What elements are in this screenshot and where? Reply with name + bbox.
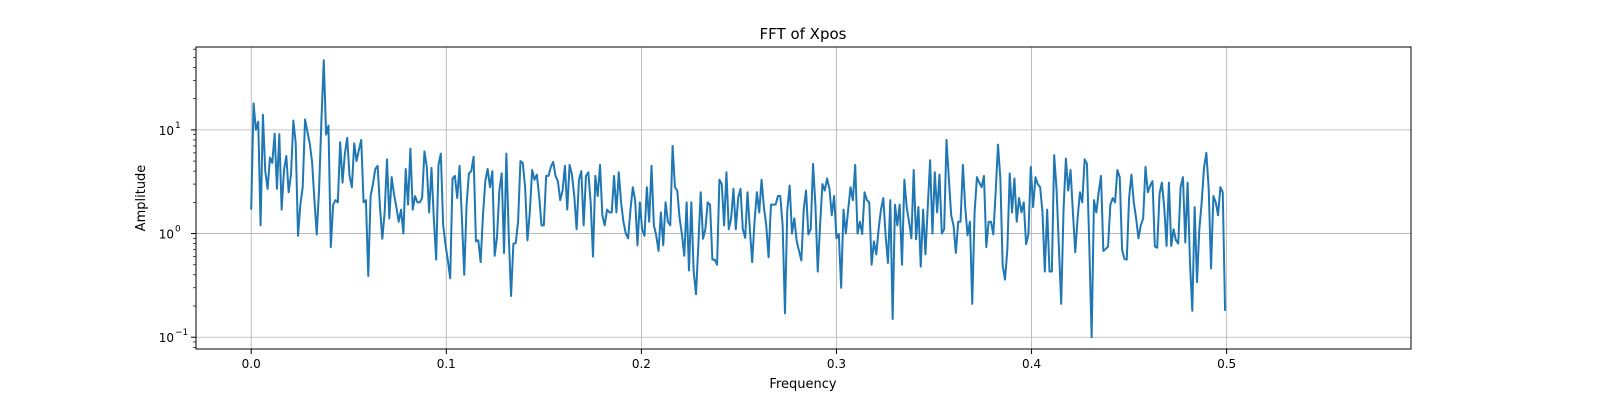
y-tick-exponent: 0 [175, 225, 181, 235]
y-tick-label: 10 [159, 228, 174, 242]
x-axis: 0.0 0.1 0.2 0.3 0.4 0.5 [242, 349, 1236, 371]
grid [196, 47, 1411, 349]
x-axis-label: Frequency [769, 377, 836, 392]
y-tick-exponent: 1 [175, 121, 181, 131]
amplitude-series-line [250, 59, 1227, 339]
plot-frame [195, 46, 1412, 350]
x-tick-label: 0.5 [1217, 357, 1236, 371]
y-tick-exponent: −1 [175, 328, 188, 338]
chart-title: FFT of Xpos [760, 25, 847, 43]
y-axis-label: Amplitude [134, 165, 149, 232]
x-tick-label: 0.4 [1022, 357, 1041, 371]
x-tick-label: 0.1 [437, 357, 456, 371]
y-tick-label: 10 [159, 331, 174, 345]
x-tick-label: 0.0 [242, 357, 261, 371]
x-tick-label: 0.3 [827, 357, 846, 371]
y-tick-label: 10 [159, 124, 174, 138]
x-tick-label: 0.2 [632, 357, 651, 371]
series-layer [250, 59, 1227, 339]
